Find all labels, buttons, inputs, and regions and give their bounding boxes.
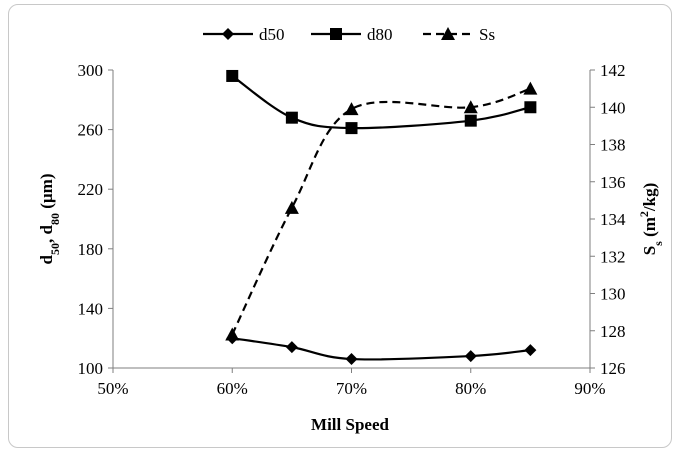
series-layer [225,69,538,366]
y-left-tick-label: 260 [78,121,104,140]
data-point-Ss [344,102,359,116]
data-point-Ss [284,200,299,214]
legend-label: Ss [479,25,495,44]
y-left-axis-title: d50, d80 (µm) [37,174,62,265]
data-point-d50 [464,350,477,363]
y-right-tick-label: 140 [600,98,626,117]
data-point-d80 [345,122,358,135]
y-right-tick-label: 134 [600,210,626,229]
y-right-tick-label: 126 [600,359,626,378]
legend-item-d50: d50 [203,25,285,44]
series-d80 [226,69,537,135]
series-line-d50 [232,337,531,361]
data-point-Ss [463,100,478,114]
data-point-d50 [285,341,298,354]
y-left-tick-label: 180 [78,240,104,259]
y-right-tick-label: 130 [600,285,626,304]
data-point-d50 [345,353,358,366]
series-line-Ss [231,87,531,335]
y-right-tick-label: 132 [600,247,626,266]
legend-label: d80 [367,25,393,44]
tick-labels: 50% 60% 70% 80% 90% 100 140 180 220 260 300 126 128 1… [78,61,627,398]
x-axis-title: Mill Speed [311,415,389,434]
data-point-d80 [285,111,298,124]
y-right-tick-label: 138 [600,136,626,155]
legend-label: d50 [259,25,285,44]
legend-marker [222,28,234,40]
x-tick-label: 70% [336,379,367,398]
y-right-axis-title: Ss (m2/kg) [637,183,665,256]
x-tick-label: 80% [455,379,486,398]
y-left-tick-label: 300 [78,61,104,80]
y-left-tick-label: 100 [78,359,104,378]
legend-item-d80: d80 [311,25,393,44]
chart-frame [8,4,672,448]
series-Ss [225,81,538,341]
data-point-d50 [524,344,537,357]
y-left-tick-label: 140 [78,299,104,318]
legend: d50 d80 Ss [203,25,495,44]
legend-item-Ss: Ss [423,25,495,44]
data-point-d80 [226,69,239,82]
series-d50 [226,332,537,366]
x-tick-label: 90% [574,379,605,398]
y-right-tick-label: 128 [600,322,626,341]
x-tick-label: 50% [97,379,128,398]
legend-marker [330,28,342,40]
data-point-Ss [225,327,240,341]
y-left-tick-label: 220 [78,180,104,199]
data-point-d80 [464,114,477,127]
data-point-Ss [523,81,538,95]
data-point-d80 [524,101,537,114]
x-tick-label: 60% [217,379,248,398]
axes [108,69,595,373]
y-right-tick-label: 136 [600,173,626,192]
y-right-tick-label: 142 [600,61,626,80]
legend-marker [441,27,455,40]
